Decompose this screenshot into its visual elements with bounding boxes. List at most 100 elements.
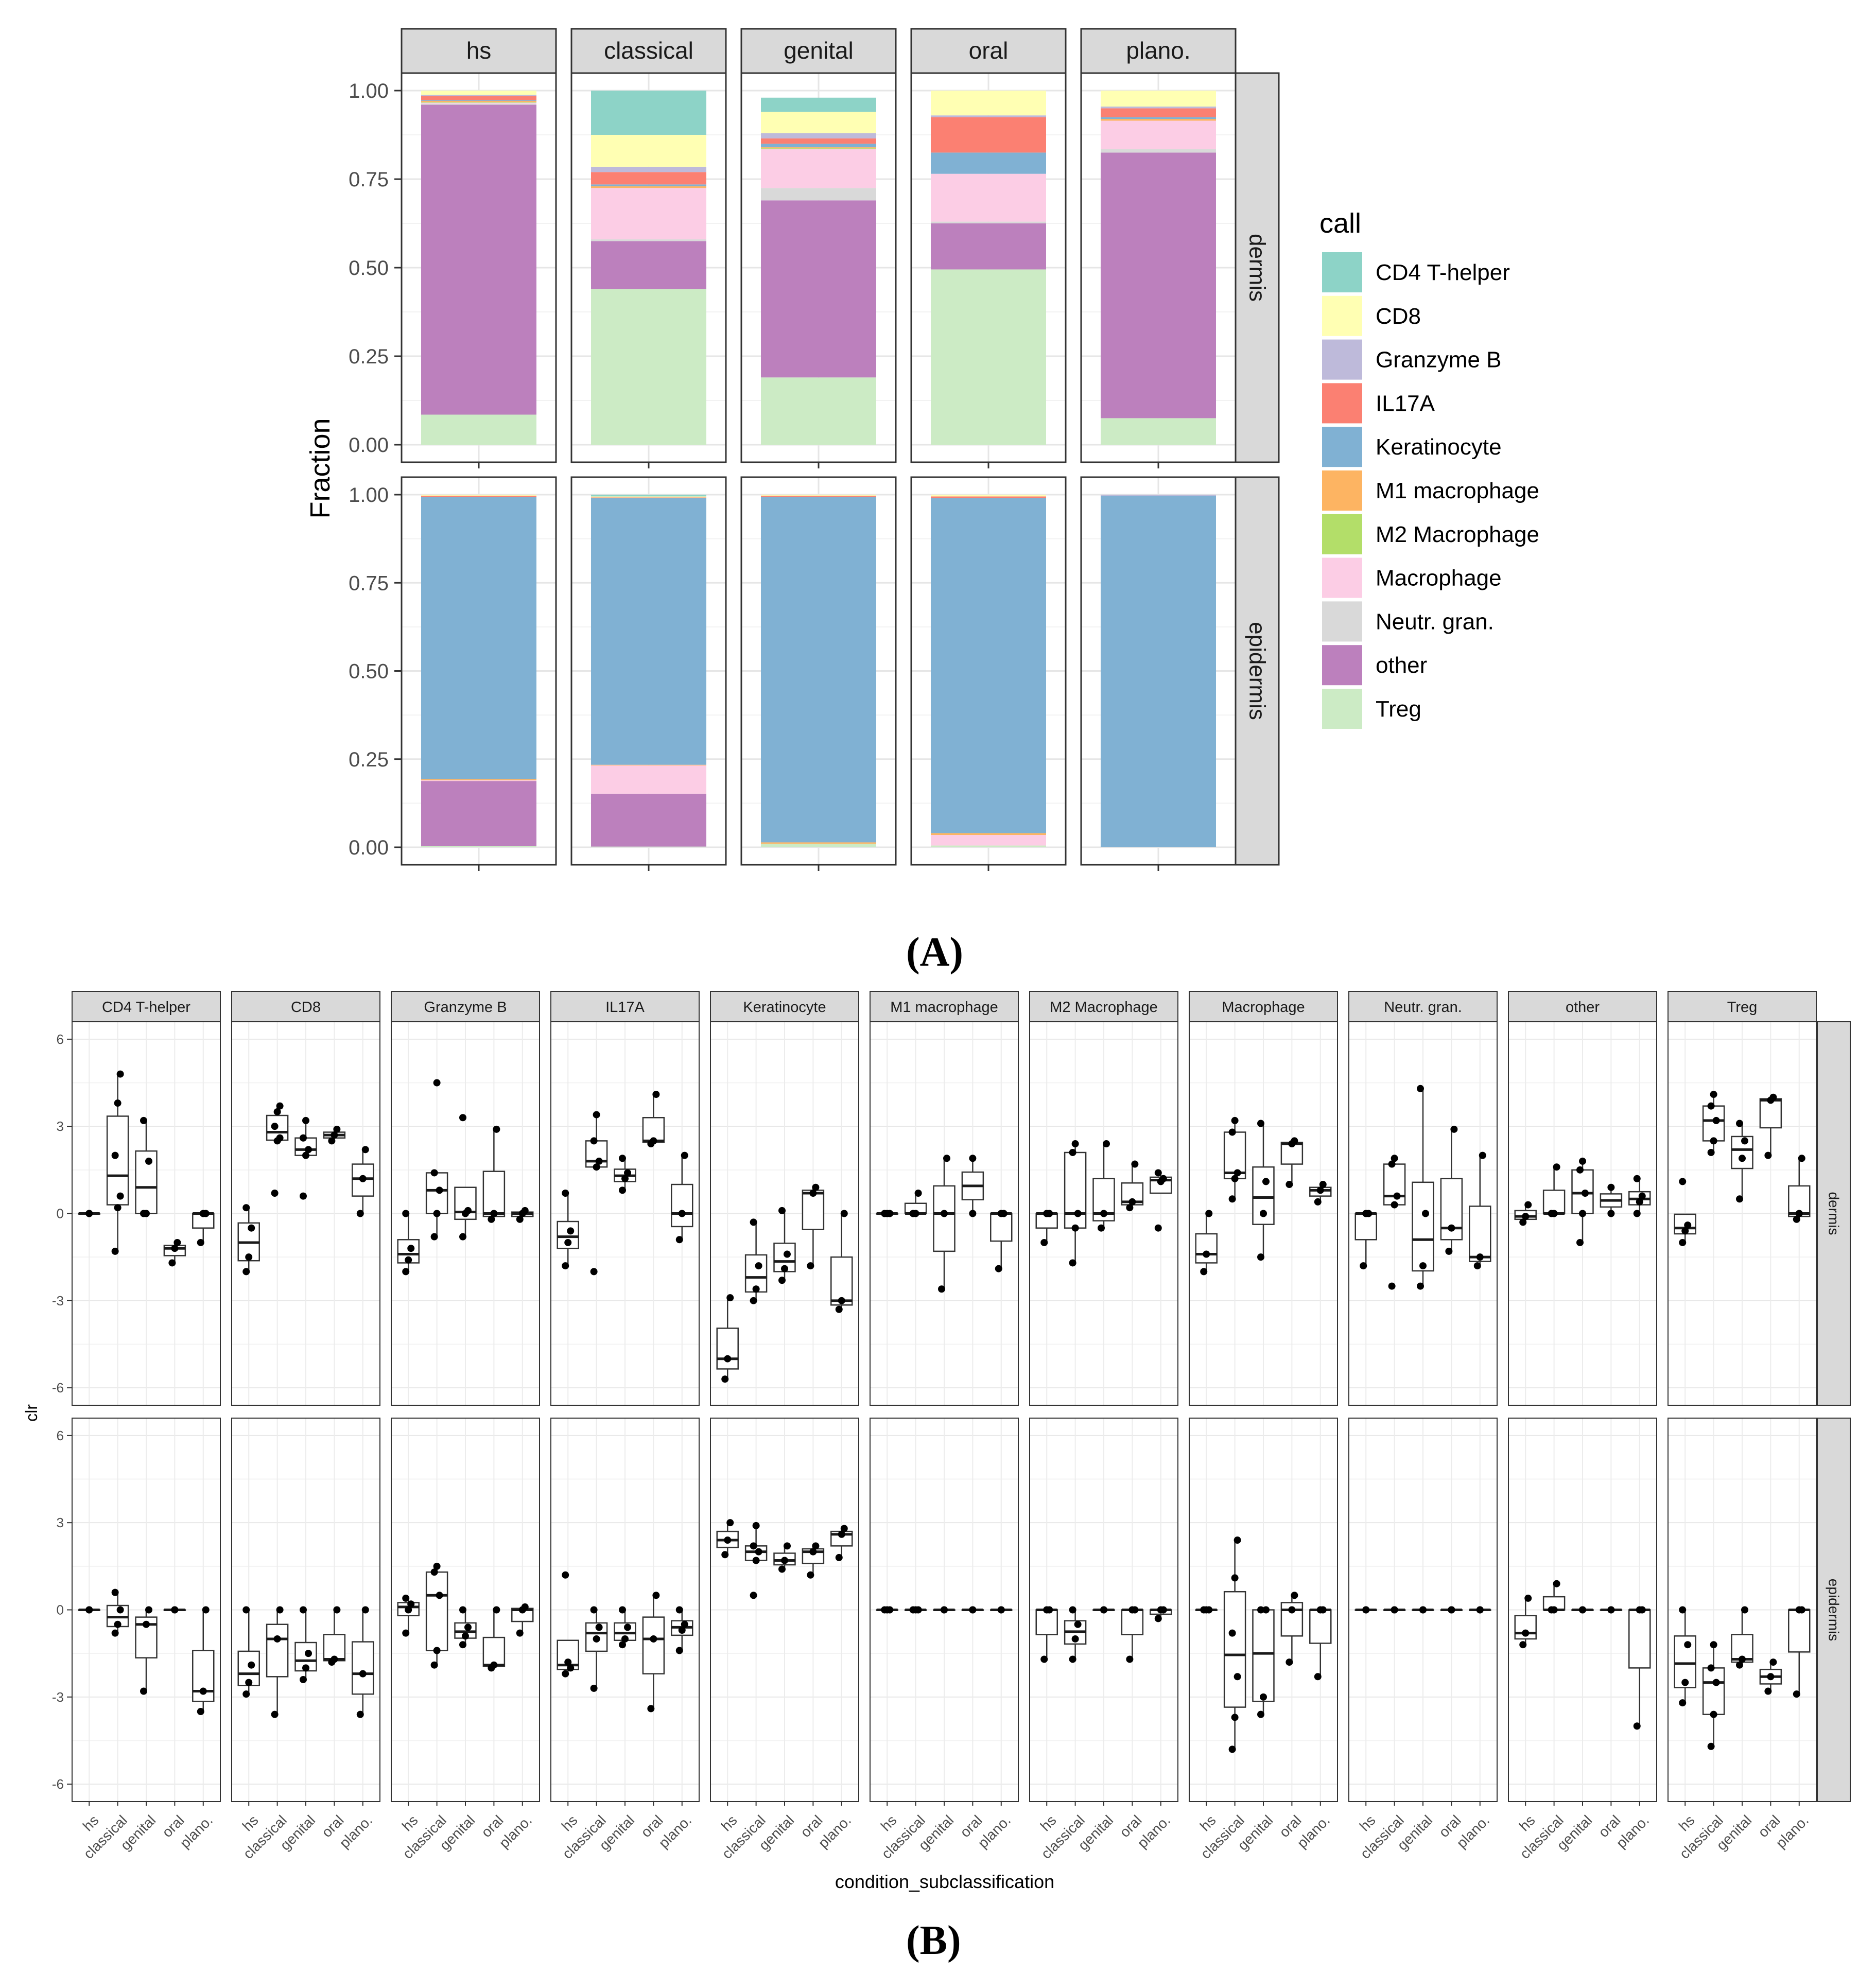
data-point-epidermis-treg-hs (1679, 1699, 1687, 1707)
data-point-dermis-cd4-t-helper-oral (168, 1259, 176, 1267)
x-tick-label-hs: hs (1676, 1812, 1698, 1834)
box-epidermis-treg-genital (1731, 1634, 1753, 1663)
data-point-dermis-keratinocyte-classical (750, 1297, 757, 1304)
legend-key-cd8 (1322, 295, 1362, 336)
data-point-dermis-granzyme-b-hs (407, 1245, 415, 1252)
data-point-epidermis-il17a-plano (678, 1627, 686, 1634)
data-point-dermis-il17a-oral (650, 1137, 657, 1145)
data-point-epidermis-cd8-hs (245, 1679, 253, 1686)
x-tick-label-hs: hs (239, 1812, 262, 1834)
data-point-dermis-treg-genital (1736, 1120, 1743, 1127)
box-dermis-keratinocyte-plano (830, 1256, 853, 1306)
bar-segment-dermis-oral-keratinocyte (931, 152, 1046, 174)
data-point-dermis-macrophage-plano (1314, 1198, 1322, 1206)
legend-label-cd8: CD8 (1376, 304, 1421, 329)
data-point-dermis-granzyme-b-plano (521, 1207, 529, 1214)
data-point-dermis-treg-plano (1793, 1215, 1800, 1223)
bar-segment-epidermis-genital-il17a (761, 496, 876, 497)
data-point-dermis-il17a-plano (681, 1151, 688, 1159)
facet-strip-label-classical: classical (604, 37, 693, 64)
data-point-epidermis-m2-macrophage-classical (1069, 1655, 1076, 1663)
data-point-epidermis-granzyme-b-genital (462, 1632, 469, 1640)
data-point-dermis-treg-hs (1679, 1238, 1687, 1246)
data-point-dermis-neutr-gran-hs (1365, 1210, 1373, 1217)
bar-segment-dermis-hs-il17a (421, 96, 536, 100)
facet-strip-label-b-il17a: IL17A (605, 999, 645, 1016)
data-point-dermis-il17a-classical (593, 1111, 600, 1119)
facet-strip-col-b-keratinocyte (710, 991, 859, 1022)
bar-segment-dermis-plano-il17a (1101, 108, 1216, 117)
data-point-epidermis-other-plano (1638, 1606, 1646, 1614)
box-epidermis-macrophage-genital (1252, 1609, 1275, 1702)
data-point-dermis-il17a-plano (678, 1210, 686, 1217)
box-epidermis-cd8-plano (352, 1641, 374, 1695)
data-point-dermis-keratinocyte-genital (784, 1250, 791, 1258)
facet-strip-label-hs: hs (466, 37, 492, 64)
bar-segment-epidermis-hs-keratinocyte (421, 497, 536, 779)
facet-strip-label-b-dermis: dermis (1826, 1192, 1842, 1235)
box-dermis-m1-macrophage-plano (990, 1213, 1013, 1242)
data-point-dermis-m1-macrophage-plano (1000, 1210, 1008, 1217)
bar-segment-dermis-hs-granzyme-b (421, 95, 536, 96)
data-point-epidermis-il17a-hs (567, 1664, 575, 1672)
facet-strip-col-b-treg (1667, 991, 1817, 1022)
bar-segment-dermis-genital-treg (761, 377, 876, 445)
x-tick-label-hs: hs (1357, 1812, 1379, 1834)
data-point-epidermis-il17a-classical (595, 1623, 603, 1631)
facet-strip-label-b-treg: Treg (1727, 999, 1758, 1016)
bar-segment-dermis-hs-m1-macrophage (421, 100, 536, 102)
bar-segment-epidermis-genital-m1-macrophage (761, 842, 876, 844)
data-point-epidermis-il17a-genital (619, 1641, 626, 1649)
data-point-epidermis-granzyme-b-genital (459, 1606, 466, 1614)
data-point-epidermis-cd4-t-helper-genital (145, 1606, 152, 1614)
data-point-dermis-cd4-t-helper-hs (85, 1210, 93, 1217)
data-point-dermis-keratinocyte-genital (781, 1265, 788, 1272)
data-point-dermis-treg-classical (1710, 1137, 1717, 1145)
facet-strip-label-plano: plano. (1126, 37, 1190, 64)
legend-key-other (1322, 645, 1362, 686)
y-axis-title-a: Fraction (305, 418, 336, 518)
data-point-epidermis-cd8-oral (331, 1655, 338, 1663)
x-tick-label-hs: hs (718, 1812, 740, 1834)
bar-segment-dermis-genital-neutr-gran (761, 188, 876, 201)
data-point-epidermis-keratinocyte-hs (726, 1519, 734, 1527)
y-tick-label-b: -3 (52, 1293, 64, 1308)
y-tick-label-a: 0.75 (349, 572, 389, 595)
data-point-epidermis-cd8-genital (305, 1650, 312, 1657)
data-point-dermis-granzyme-b-classical (433, 1210, 441, 1217)
box-dermis-keratinocyte-hs (716, 1328, 739, 1370)
data-point-dermis-il17a-classical (595, 1157, 603, 1165)
data-point-dermis-granzyme-b-hs (402, 1268, 410, 1276)
data-point-epidermis-neutr-gran-genital (1419, 1606, 1427, 1614)
bar-segment-dermis-hs-other (421, 104, 536, 415)
legend-title: call (1319, 208, 1361, 239)
y-tick-label-b: 6 (57, 1032, 64, 1047)
x-tick-label-plano: plano. (1453, 1812, 1492, 1851)
bar-segment-epidermis-classical-cd8 (591, 496, 706, 498)
data-point-dermis-cd8-classical (271, 1189, 279, 1197)
data-point-epidermis-keratinocyte-genital (778, 1565, 786, 1573)
bar-segment-epidermis-plano-granzyme-b (1101, 495, 1216, 496)
facet-strip-row-b-epidermis (1817, 1418, 1851, 1802)
data-point-epidermis-macrophage-genital (1257, 1606, 1264, 1614)
data-point-dermis-granzyme-b-classical (430, 1233, 438, 1241)
data-point-dermis-neutr-gran-classical (1388, 1160, 1396, 1168)
data-point-epidermis-cd4-t-helper-genital (143, 1620, 150, 1628)
data-point-dermis-m1-macrophage-plano (995, 1265, 1002, 1272)
data-point-epidermis-cd8-hs (248, 1661, 255, 1669)
facet-strip-label-b-m1-macrophage: M1 macrophage (890, 999, 998, 1016)
data-point-dermis-cd8-classical (276, 1134, 284, 1142)
data-point-epidermis-il17a-oral (650, 1635, 657, 1643)
data-point-epidermis-other-classical (1553, 1580, 1560, 1587)
data-point-epidermis-m2-macrophage-oral (1126, 1655, 1134, 1663)
facet-strip-label-oral: oral (969, 37, 1009, 64)
data-point-epidermis-granzyme-b-classical (430, 1568, 438, 1576)
data-point-dermis-treg-genital (1736, 1195, 1743, 1203)
bar-segment-dermis-classical-granzyme-b (591, 166, 706, 172)
box-epidermis-granzyme-b-classical (425, 1571, 448, 1651)
data-point-dermis-neutr-gran-oral (1445, 1247, 1453, 1255)
x-tick-label-plano: plano. (815, 1812, 854, 1851)
data-point-dermis-il17a-classical (590, 1137, 598, 1145)
bar-segment-epidermis-hs-cd8 (421, 495, 536, 496)
panel-label-b: (B) (906, 1918, 961, 1963)
